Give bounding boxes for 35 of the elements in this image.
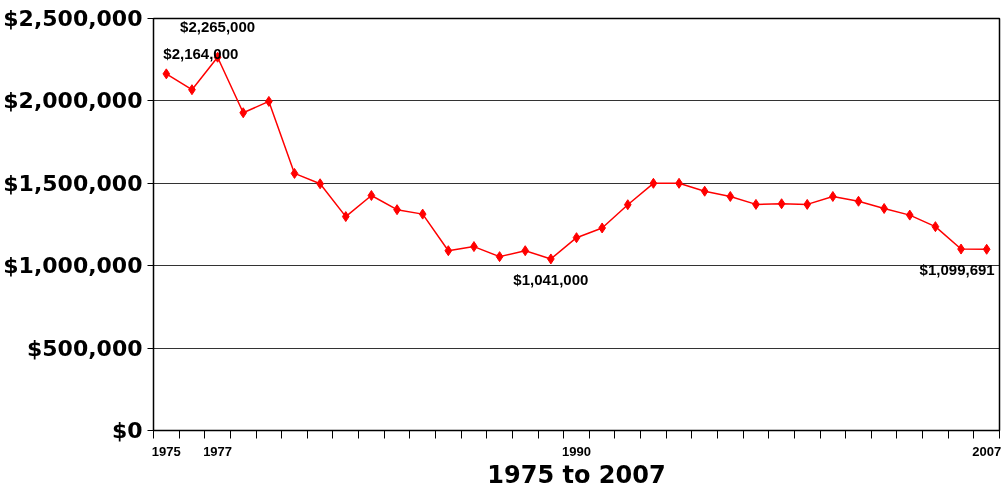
x-tick-label: 2007 (972, 443, 1002, 459)
point (418, 208, 427, 220)
point (239, 107, 248, 119)
point (649, 177, 658, 189)
point (162, 68, 171, 80)
y-tick-label: $2,500,000 (3, 6, 143, 31)
y-tick-label: $1,000,000 (3, 253, 143, 279)
point (982, 243, 991, 255)
point (290, 167, 299, 179)
point (444, 245, 453, 257)
point (777, 198, 786, 210)
point (931, 221, 940, 233)
point (521, 245, 530, 257)
point (905, 209, 914, 221)
point (572, 232, 581, 244)
x-tick-label: 1990 (562, 443, 591, 459)
data-label: $1,099,691 (919, 261, 995, 279)
data-label: $2,164,000 (163, 44, 239, 62)
point (495, 251, 504, 263)
point (341, 211, 350, 223)
x-axis-title: 1975 to 2007 (487, 460, 666, 489)
y-tick-label: $1,500,000 (3, 170, 143, 196)
data-label: $2,265,000 (180, 18, 256, 36)
x-tick-label: 1975 (151, 443, 181, 459)
y-tick-label: $2,000,000 (3, 88, 143, 114)
point (623, 199, 632, 211)
x-tick-label: 1977 (203, 443, 233, 459)
point (803, 198, 812, 210)
y-tick-label: $500,000 (26, 335, 143, 361)
point (700, 185, 709, 197)
data-label: $1,041,000 (513, 270, 589, 288)
point (854, 195, 863, 207)
point (726, 190, 735, 202)
point (367, 190, 376, 201)
y-tick-label: $0 (111, 418, 143, 443)
